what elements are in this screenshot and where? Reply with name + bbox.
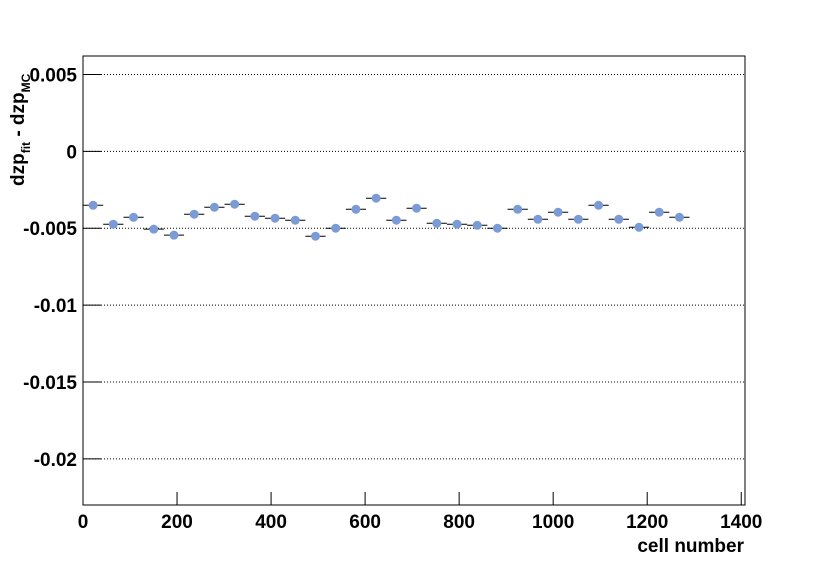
profile-point bbox=[594, 200, 604, 210]
y-tick-label: 0.005 bbox=[29, 65, 77, 86]
y-tick-label: 0 bbox=[66, 142, 77, 163]
y-title-part: - dzp bbox=[8, 92, 29, 142]
plot-frame bbox=[82, 55, 746, 506]
x-tick-label: 800 bbox=[443, 512, 475, 533]
y-tick-label: -0.02 bbox=[34, 450, 77, 471]
profile-point bbox=[614, 214, 624, 224]
profile-point bbox=[492, 223, 502, 233]
profile-point bbox=[108, 219, 118, 229]
profile-point bbox=[331, 223, 341, 233]
y-tick-label: -0.01 bbox=[34, 296, 78, 317]
y-tick-label: -0.005 bbox=[23, 219, 77, 240]
profile-point bbox=[412, 203, 422, 213]
profile-point bbox=[88, 200, 98, 210]
profile-point bbox=[149, 224, 159, 234]
profile-point bbox=[250, 211, 260, 221]
x-tick-label: 1000 bbox=[532, 512, 574, 533]
profile-point bbox=[189, 209, 199, 219]
x-tick-label: 1200 bbox=[626, 512, 668, 533]
x-tick-label: 600 bbox=[349, 512, 381, 533]
x-tick-label: 400 bbox=[255, 512, 287, 533]
profile-point bbox=[371, 193, 381, 203]
profile-point bbox=[452, 219, 462, 229]
profile-point bbox=[533, 214, 543, 224]
profile-point bbox=[230, 199, 240, 209]
x-tick-label: 200 bbox=[161, 512, 193, 533]
x-tick-label: 0 bbox=[78, 512, 89, 533]
profile-point bbox=[674, 212, 684, 222]
profile-point bbox=[654, 207, 664, 217]
y-title-sub: fit bbox=[19, 142, 33, 153]
profile-point bbox=[310, 231, 320, 241]
profile-point bbox=[553, 207, 563, 217]
profile-point bbox=[432, 218, 442, 228]
profile-point bbox=[270, 213, 280, 223]
profile-point bbox=[290, 215, 300, 225]
x-tick-label: 1400 bbox=[720, 512, 762, 533]
profile-point bbox=[513, 204, 523, 214]
y-tick-label: -0.015 bbox=[23, 373, 77, 394]
y-title-sub: MC bbox=[19, 73, 33, 92]
profile-point bbox=[634, 222, 644, 232]
profile-point bbox=[391, 215, 401, 225]
profile-point bbox=[169, 230, 179, 240]
y-axis-title: dzpfit - dzpMC bbox=[8, 73, 33, 186]
x-axis-title: cell number bbox=[637, 536, 744, 557]
profile-point bbox=[209, 202, 219, 212]
y-title-part: dzp bbox=[8, 153, 29, 186]
profile-point bbox=[472, 220, 482, 230]
profile-point bbox=[573, 214, 583, 224]
profile-point bbox=[129, 212, 139, 222]
profile-point bbox=[351, 204, 361, 214]
